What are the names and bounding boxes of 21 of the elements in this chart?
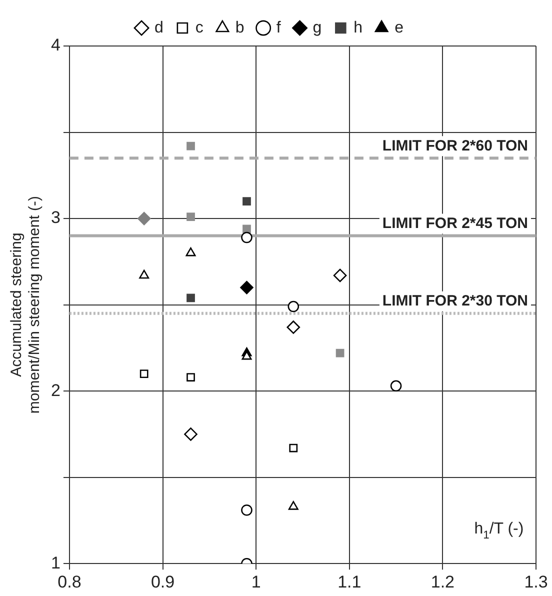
legend-label: e (394, 19, 404, 36)
legend-label: h (354, 19, 363, 36)
x-tick-label: 1.2 (430, 572, 455, 592)
x-tick-label: 0.9 (150, 572, 175, 592)
y-tick-label: 2 (50, 380, 60, 400)
y-tick-label: 4 (50, 36, 60, 55)
legend-label: f (276, 19, 282, 36)
ref-line-label: LIMIT FOR 2*60 TON (382, 137, 528, 154)
y-tick-label: 3 (50, 208, 60, 228)
ref-line-label: LIMIT FOR 2*45 TON (382, 214, 528, 232)
legend-label: g (312, 19, 322, 36)
x-tick-label: 1.1 (338, 572, 362, 592)
ref-line-label: LIMIT FOR 2*30 TON (382, 292, 528, 310)
y-tick-label: 1 (50, 553, 60, 572)
x-tick-label: 1.3 (524, 572, 548, 592)
legend-label: d (154, 19, 164, 36)
x-tick-label: 1 (251, 572, 261, 592)
y-axis-title: Accumulated steering moment/Min steering moment (-) (8, 196, 44, 414)
legend-label: c (195, 19, 204, 36)
x-tick-label: 0.8 (58, 572, 82, 592)
legend-label: b (235, 19, 244, 36)
